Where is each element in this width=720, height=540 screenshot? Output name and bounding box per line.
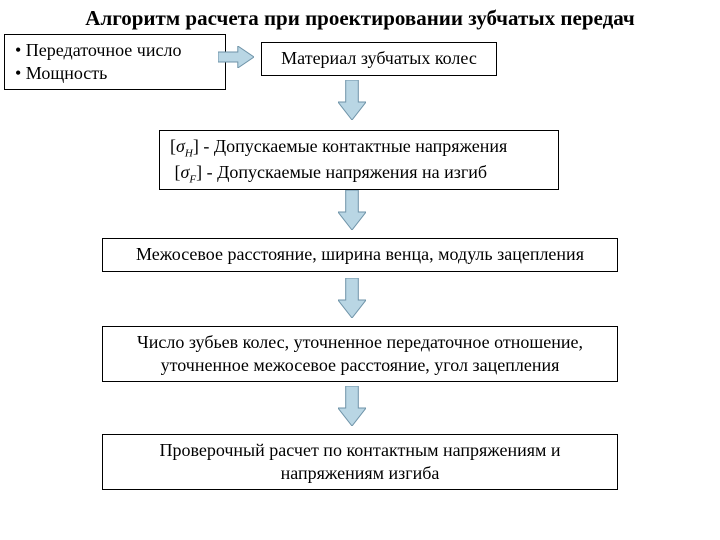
arrow-down-icon	[338, 80, 366, 120]
stress-line-H: [σH] - Допускаемые контактные напряжения	[170, 135, 548, 161]
inputs-line2: • Мощность	[15, 62, 215, 85]
box-stresses: [σH] - Допускаемые контактные напряжения…	[159, 130, 559, 190]
geometry-text: Межосевое расстояние, ширина венца, моду…	[136, 244, 584, 264]
arrow-right-icon	[218, 46, 254, 68]
arrow-down-icon	[338, 386, 366, 426]
stress-text-F: - Допускаемые напряжения на изгиб	[207, 162, 487, 182]
check-line2: напряжениям изгиба	[113, 462, 607, 485]
arrow-down-icon	[338, 190, 366, 230]
box-check: Проверочный расчет по контактным напряже…	[102, 434, 618, 490]
box-geometry: Межосевое расстояние, ширина венца, моду…	[102, 238, 618, 272]
box-teeth: Число зубьев колес, уточненное передаточ…	[102, 326, 618, 382]
teeth-line1: Число зубьев колес, уточненное передаточ…	[113, 331, 607, 354]
stress-line-F: [σF] - Допускаемые напряжения на изгиб	[170, 161, 548, 187]
page: { "title": "Алгоритм расчета при проекти…	[0, 0, 720, 540]
inputs-line1: • Передаточное число	[15, 39, 215, 62]
diagram-title: Алгоритм расчета при проектировании зубч…	[0, 6, 720, 31]
stress-text-H: - Допускаемые контактные напряжения	[203, 136, 507, 156]
box-material: Материал зубчатых колес	[261, 42, 497, 76]
arrow-down-icon	[338, 278, 366, 318]
check-line1: Проверочный расчет по контактным напряже…	[113, 439, 607, 462]
teeth-line2: уточненное межосевое расстояние, угол за…	[113, 354, 607, 377]
material-text: Материал зубчатых колес	[281, 48, 477, 68]
box-inputs: • Передаточное число • Мощность	[4, 34, 226, 90]
